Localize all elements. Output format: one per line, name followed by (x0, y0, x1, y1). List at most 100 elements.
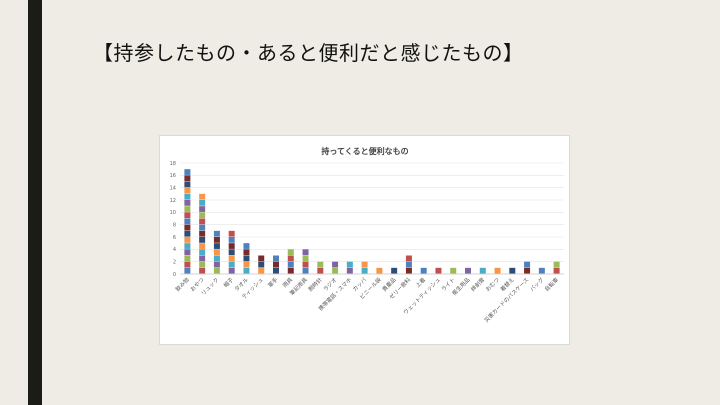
bar-segment (213, 267, 220, 274)
slide-title: 【持参したもの・あると便利だと感じたもの】 (93, 41, 524, 65)
bar-segment (553, 261, 560, 268)
bar-segment (302, 261, 309, 268)
bar-segment (199, 206, 206, 212)
bar (184, 169, 191, 274)
bar-segment (184, 206, 191, 212)
y-tick-label: 16 (170, 173, 176, 179)
bar-segment (405, 261, 412, 268)
bar-segment (228, 267, 235, 274)
x-tick-label: 自転車 (543, 275, 561, 293)
y-tick-label: 6 (173, 235, 176, 241)
bar-segment (450, 267, 457, 274)
bar-segment (184, 224, 191, 231)
bar-segment (479, 267, 486, 274)
bar-segment (213, 249, 220, 256)
bar-segment (184, 261, 191, 268)
gridlines (180, 162, 564, 275)
bar-segment (287, 249, 294, 256)
bar-segment (258, 255, 265, 262)
bar-segment (228, 249, 235, 256)
bar-segment (184, 212, 191, 219)
bar-segment (228, 237, 235, 243)
bars (184, 169, 560, 274)
bar-segment (258, 267, 265, 274)
bar-segment (228, 261, 235, 268)
bar-segment (376, 267, 383, 274)
bar-segment (273, 255, 279, 262)
bar (524, 261, 531, 274)
bar-segment (199, 249, 206, 256)
bar (273, 255, 279, 274)
bar (479, 267, 486, 274)
bar-segment (287, 261, 294, 268)
bar (213, 230, 220, 274)
x-tick-label: 軍手 (266, 275, 280, 289)
bar-segment (273, 267, 279, 274)
bar-segment (317, 261, 324, 268)
y-tick-label: 14 (170, 185, 176, 191)
y-tick-label: 12 (170, 198, 176, 204)
bar-segment (199, 255, 206, 262)
bar-segment (184, 249, 191, 256)
bar-segment (184, 218, 191, 225)
bar-segment (494, 267, 501, 274)
bar-segment (213, 261, 220, 268)
x-tick-label: 絆創膏 (469, 275, 487, 293)
bar (435, 267, 442, 274)
bar-segment (361, 267, 368, 274)
chart-card: 持ってくると便利なもの 0 2 4 6 8 10 12 14 16 18 飲み物 おやつ リュック 帽子… (159, 135, 570, 345)
bar-segment (184, 255, 191, 262)
bar (465, 267, 471, 274)
bar (243, 243, 250, 274)
bar-segment (361, 261, 368, 268)
bar-segment (243, 243, 250, 249)
bar-segment (243, 255, 250, 262)
bar-segment (405, 267, 412, 274)
bar (346, 261, 353, 274)
bar-segment (317, 267, 324, 274)
bar-segment (332, 267, 339, 274)
bar-segment (273, 261, 279, 268)
x-tick-label: 上着 (414, 275, 428, 289)
y-axis: 0 2 4 6 8 10 12 14 16 18 (170, 161, 176, 278)
bar-segment (184, 237, 191, 243)
bar-segment (538, 267, 545, 274)
x-tick-label: おむつ (484, 276, 501, 293)
bar (391, 267, 398, 274)
bar-segment (184, 193, 191, 200)
bar-segment (199, 261, 206, 268)
bar (494, 267, 501, 274)
bar (405, 255, 412, 274)
bar (287, 249, 294, 274)
bar-segment (287, 267, 294, 274)
bar (376, 267, 383, 274)
y-tick-label: 4 (173, 247, 176, 253)
bar-segment (346, 267, 353, 274)
bar-segment (199, 237, 206, 243)
bar-segment (258, 261, 265, 268)
bar-segment (213, 237, 220, 243)
bar-segment (184, 187, 191, 194)
bar-segment (184, 230, 191, 237)
bar-segment (184, 181, 191, 188)
bar-segment (213, 255, 220, 262)
bar (317, 261, 324, 274)
bar-segment (199, 200, 206, 206)
bar-segment (199, 212, 206, 219)
bar-segment (332, 261, 339, 268)
y-tick-label: 2 (173, 259, 176, 265)
y-tick-label: 10 (170, 210, 176, 216)
bar-segment (405, 255, 412, 262)
bar-segment (199, 243, 206, 249)
bar-segment (243, 261, 250, 268)
bar (199, 193, 206, 274)
bar-segment (228, 243, 235, 249)
bar-segment (184, 243, 191, 249)
x-tick-label: 帽子 (222, 275, 236, 289)
bar-segment (524, 267, 531, 274)
bar-segment (243, 267, 250, 274)
bar-segment (509, 267, 516, 274)
bar (302, 249, 309, 274)
